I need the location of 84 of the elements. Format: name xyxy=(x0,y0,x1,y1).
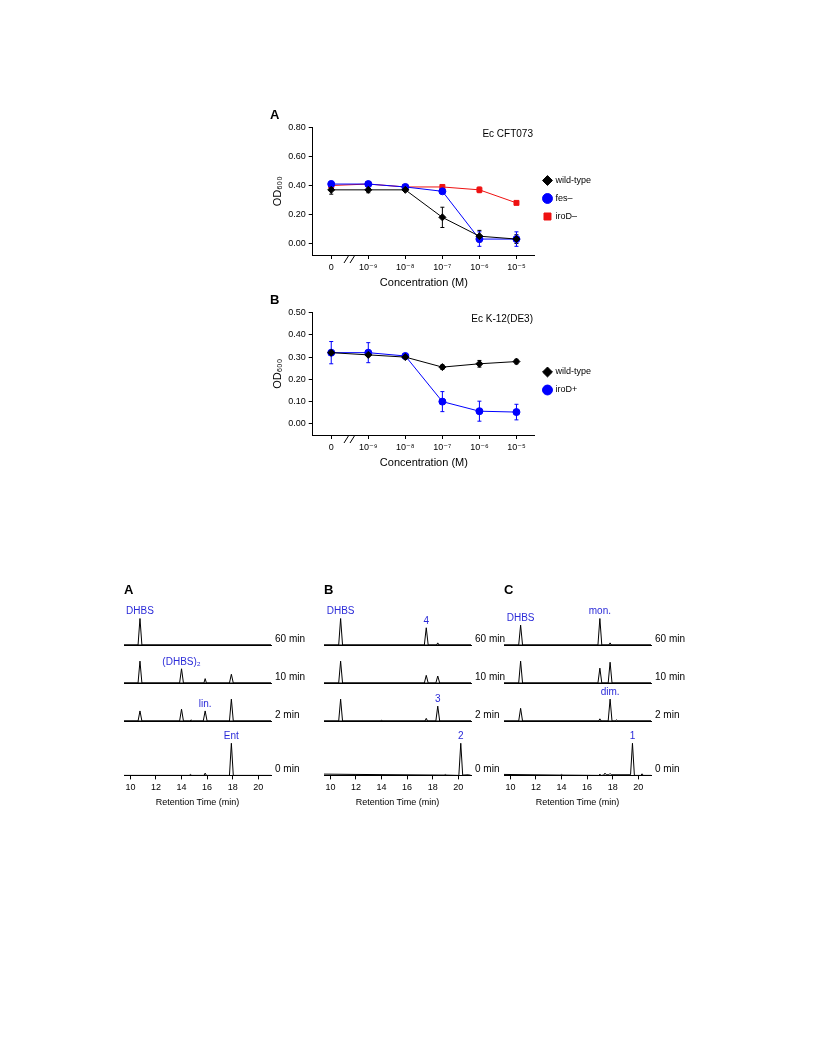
chart-title: B xyxy=(270,292,280,308)
x-tick-label: 12 xyxy=(150,782,161,793)
text: 0 min xyxy=(655,763,680,775)
legend-label: wild-type xyxy=(554,174,591,185)
legend-label: iroD+ xyxy=(555,384,578,395)
annotation: DHBS xyxy=(326,605,355,617)
annotation: mon. xyxy=(588,605,611,617)
x-axis-title: Concentration (M) xyxy=(379,276,468,289)
x-tick-label: 16 xyxy=(582,782,593,793)
legend-label: iroD– xyxy=(555,210,577,221)
y-tick-label: 0.60 xyxy=(288,151,306,162)
x-tick-label: 10 xyxy=(325,782,336,793)
chart-title: B xyxy=(324,582,334,598)
text: 60 min xyxy=(655,632,686,644)
x-tick-label: 14 xyxy=(556,782,567,793)
x-tick-label: 20 xyxy=(253,782,264,793)
y-tick-label: 0.50 xyxy=(288,307,306,318)
y-axis-title: OD₆₀₀ xyxy=(270,358,283,389)
y-tick-label: 0.80 xyxy=(288,122,306,133)
x-tick-label: 0 xyxy=(328,261,334,272)
annotation: 10 min xyxy=(475,670,506,682)
annotation: 3 xyxy=(434,692,441,704)
x-tick-label: 20 xyxy=(453,782,464,793)
x-tick-label: 12 xyxy=(530,782,541,793)
text: 2 min xyxy=(275,708,300,720)
y-tick-label: 0.20 xyxy=(288,208,306,219)
x-axis-title: Retention Time (min) xyxy=(155,797,240,808)
x-axis-title: Concentration (M) xyxy=(379,456,468,469)
x-tick-label: 10⁻⁵ xyxy=(507,261,526,272)
x-tick-label: 14 xyxy=(376,782,387,793)
y-tick-label: 0.30 xyxy=(288,351,306,362)
x-tick-label: 20 xyxy=(633,782,644,793)
y-tick-label: 0.20 xyxy=(288,373,306,384)
chart-title: A xyxy=(124,582,134,598)
y-tick-label: 0.00 xyxy=(288,237,306,248)
legend-label: fes– xyxy=(555,192,573,203)
annotation: 2 xyxy=(457,730,464,742)
annotation: (DHBS)₂ xyxy=(162,655,201,667)
annotation: lin. xyxy=(198,697,212,709)
x-tick-label: 10⁻⁸ xyxy=(396,261,415,272)
text: 10 min xyxy=(655,670,686,682)
x-tick-label: 10⁻⁹ xyxy=(358,261,378,272)
chart-title: C xyxy=(504,582,514,598)
y-tick-label: 0.40 xyxy=(288,329,306,340)
x-tick-label: 10⁻⁹ xyxy=(358,441,378,452)
x-tick-label: 0 xyxy=(328,441,334,452)
x-tick-label: 10⁻⁸ xyxy=(396,441,415,452)
x-tick-label: 12 xyxy=(350,782,361,793)
x-tick-label: 10⁻⁶ xyxy=(470,261,489,272)
chart-title: A xyxy=(270,107,280,123)
x-tick-label: 18 xyxy=(227,782,238,793)
y-tick-label: 0.00 xyxy=(288,418,306,429)
x-tick-label: 10 xyxy=(125,782,136,793)
y-axis-title: OD₆₀₀ xyxy=(270,176,283,207)
text: 10 min xyxy=(275,670,306,682)
y-tick-label: 0.10 xyxy=(288,396,306,407)
annotation: Ec K-12(DE3) xyxy=(471,313,533,325)
text: 0 min xyxy=(275,763,300,775)
text: 2 min xyxy=(475,708,500,720)
y-tick-label: 0.40 xyxy=(288,179,306,190)
text: 2 min xyxy=(655,708,680,720)
x-tick-label: 16 xyxy=(202,782,213,793)
annotation: Ent xyxy=(223,730,240,742)
x-tick-label: 10 xyxy=(505,782,516,793)
annotation: DHBS xyxy=(506,611,535,623)
legend-label: wild-type xyxy=(554,366,591,377)
annotation: 4 xyxy=(423,614,430,626)
text: 60 min xyxy=(275,632,306,644)
text: 0 min xyxy=(475,763,500,775)
x-axis-title: Retention Time (min) xyxy=(535,797,620,808)
annotation: DHBS xyxy=(126,605,155,617)
annotation: Ec CFT073 xyxy=(482,128,534,140)
x-tick-label: 18 xyxy=(427,782,438,793)
x-axis-title: Retention Time (min) xyxy=(355,797,440,808)
x-tick-label: 10⁻⁵ xyxy=(507,441,526,452)
x-tick-label: 16 xyxy=(402,782,413,793)
x-tick-label: 14 xyxy=(176,782,187,793)
x-tick-label: 18 xyxy=(607,782,618,793)
annotation: 60 min xyxy=(475,632,506,644)
annotation: 1 xyxy=(629,730,636,742)
annotation: dim. xyxy=(600,685,620,697)
x-tick-label: 10⁻⁷ xyxy=(433,441,452,452)
x-tick-label: 10⁻⁶ xyxy=(470,441,489,452)
x-tick-label: 10⁻⁷ xyxy=(433,261,452,272)
